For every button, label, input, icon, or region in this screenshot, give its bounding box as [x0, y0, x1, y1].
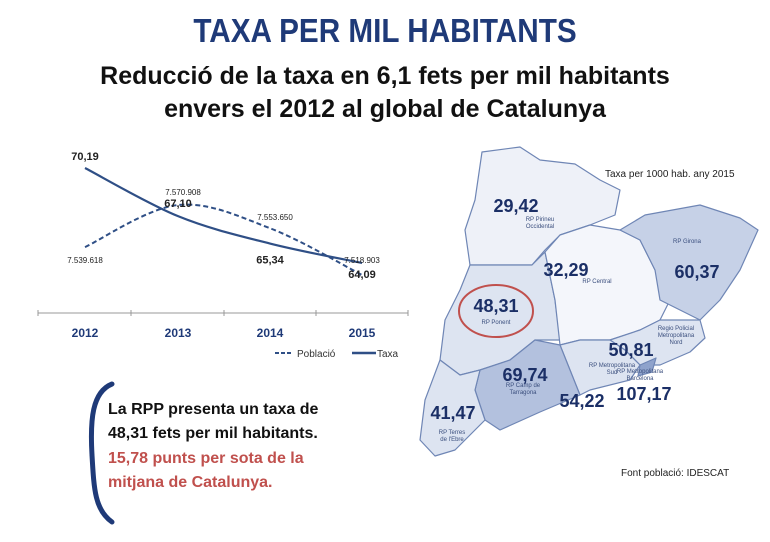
line-chart: 2012 2013 2014 2015 7.539.618 7.570.908 7.553.… — [37, 151, 409, 360]
taxa-data-label: 64,09 — [348, 269, 376, 281]
region-metropolitana-barcelona — [637, 357, 657, 377]
region-name: Nord — [669, 340, 682, 346]
region-value: 48,31 — [473, 296, 518, 316]
region-name: RP Terres — [439, 430, 465, 436]
taxa-data-label: 70,19 — [71, 151, 99, 163]
highlight-circle — [458, 284, 534, 338]
page-title: TAXA PER MIL HABITANTS — [193, 12, 577, 49]
subtitle-line-1: Reducció de la taxa en 6,1 fets per mil … — [100, 62, 670, 90]
taxa-data-label: 67,10 — [164, 198, 192, 210]
region-name: Sud — [607, 370, 618, 376]
region-value: 69,74 — [502, 365, 547, 385]
map-caption: Taxa per 1000 hab. any 2015 — [605, 169, 735, 180]
region-value: 41,47 — [430, 403, 475, 423]
poblacio-data-label: 7.553.650 — [257, 213, 293, 222]
region-value: 54,22 — [559, 391, 604, 411]
region-value: 60,37 — [674, 262, 719, 282]
map-region-label: 60,37 RP Girona — [673, 239, 719, 282]
poblacio-data-label: 7.539.618 — [67, 256, 103, 265]
x-tick-label: 2015 — [349, 326, 376, 340]
legend-poblacio-label: Població — [297, 349, 336, 360]
region-name: RP Ponent — [482, 320, 511, 326]
region-value: 50,81 — [608, 340, 653, 360]
subtitle-line-2: envers el 2012 al global de Catalunya — [164, 95, 606, 123]
region-terres-ebre — [419, 359, 486, 457]
note-highlight-1: 15,78 punts per sota de la — [108, 450, 304, 467]
region-name: Metropolitana — [658, 333, 695, 339]
poblacio-data-label: 7.570.908 — [165, 188, 201, 197]
x-tick-label: 2012 — [72, 326, 99, 340]
region-name: RP Pirineu — [526, 217, 555, 223]
region-value: 107,17 — [616, 384, 671, 404]
region-name: Tarragona — [509, 390, 537, 396]
note-line-2: 48,31 fets per mil habitants. — [108, 425, 318, 442]
region-name: RP Metropolitana — [617, 369, 664, 375]
legend-taxa-label: Taxa — [377, 349, 399, 360]
region-girona — [619, 204, 759, 321]
region-name: Occidental — [526, 224, 554, 230]
region-name: RP Central — [582, 279, 611, 285]
region-name: RP Metropolitana — [589, 363, 636, 369]
region-name: Regio Policial — [658, 326, 694, 332]
series-poblacio-line — [84, 203, 363, 276]
map-source: Font població: IDESCAT — [621, 468, 730, 479]
poblacio-data-label: 7.518.903 — [344, 256, 380, 265]
taxa-data-label: 65,34 — [256, 255, 284, 267]
region-name: RP Girona — [673, 239, 702, 245]
x-tick-label: 2014 — [257, 326, 284, 340]
note-line-1: La RPP presenta un taxa de — [108, 401, 319, 418]
region-name: de l'Ebre — [440, 437, 464, 443]
x-tick-label: 2013 — [165, 326, 192, 340]
series-taxa-line — [84, 167, 363, 265]
region-value: 29,42 — [493, 196, 538, 216]
map-region-label: 48,31 RP Ponent — [473, 296, 518, 326]
region-name: RP Camp de — [506, 383, 541, 389]
region-name: Barcelona — [626, 376, 654, 382]
note-highlight-2: mitjana de Catalunya. — [108, 474, 273, 491]
region-value: 32,29 — [543, 260, 588, 280]
